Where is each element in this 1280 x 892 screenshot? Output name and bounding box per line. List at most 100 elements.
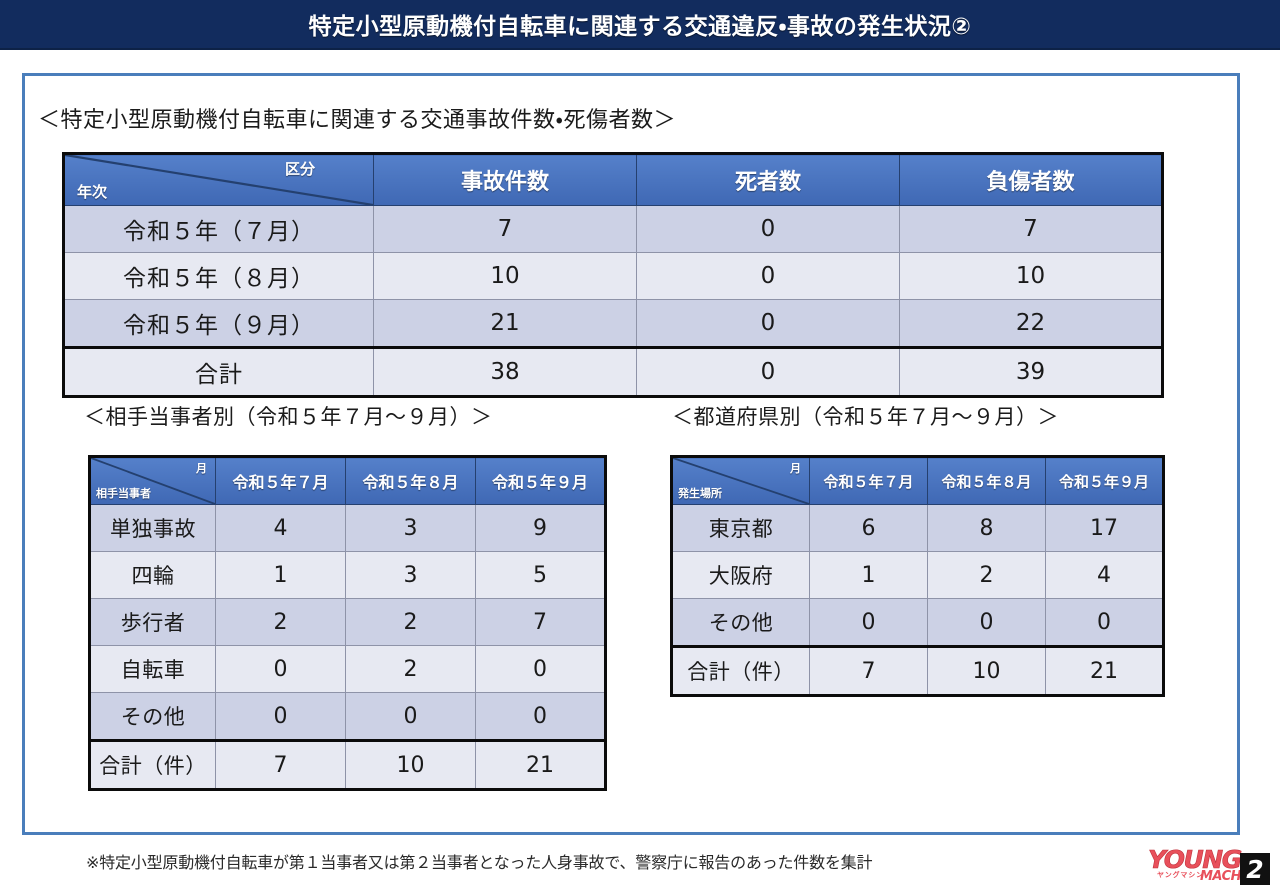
cell-deaths: 0 bbox=[636, 299, 900, 348]
table-row: 単独事故 4 3 9 bbox=[89, 504, 606, 552]
row-label: 歩行者 bbox=[89, 598, 216, 646]
cell-august: 0 bbox=[345, 692, 476, 741]
table-total-row: 合計（件） 7 10 21 bbox=[671, 645, 1164, 696]
cell-september: 9 bbox=[475, 504, 606, 552]
cell-july-total: 7 bbox=[809, 645, 928, 696]
diagonal-divider-icon bbox=[65, 155, 373, 205]
cell-september: 0 bbox=[475, 645, 606, 693]
young-machine-logo: YOUNG ヤングマシン MACHINE 2 bbox=[1148, 846, 1272, 888]
by-party-table: 月 相手当事者 令和５年７月 令和５年８月 令和５年９月 単独事故 4 3 9 … bbox=[88, 455, 607, 791]
column-header-august: 令和５年８月 bbox=[927, 456, 1046, 505]
row-label: 東京都 bbox=[671, 504, 810, 552]
cell-injuries: 7 bbox=[899, 205, 1163, 253]
corner-header-cell: 区分 年次 bbox=[63, 153, 374, 206]
table-row: 自転車 0 2 0 bbox=[89, 645, 606, 693]
corner-row-label: 年次 bbox=[77, 183, 108, 201]
column-header-september: 令和５年９月 bbox=[1045, 456, 1164, 505]
column-header-august: 令和５年８月 bbox=[345, 456, 476, 505]
cell-injuries: 10 bbox=[899, 252, 1163, 300]
cell-deaths-total: 0 bbox=[636, 346, 900, 397]
column-header-accidents: 事故件数 bbox=[373, 153, 637, 206]
table-total-row: 合計 38 0 39 bbox=[63, 346, 1163, 397]
cell-injuries-total: 39 bbox=[899, 346, 1163, 397]
cell-august: 2 bbox=[927, 551, 1046, 599]
cell-july-total: 7 bbox=[215, 739, 346, 790]
cell-july: 6 bbox=[809, 504, 928, 552]
table-row: 東京都 6 8 17 bbox=[671, 504, 1164, 552]
column-header-july: 令和５年７月 bbox=[215, 456, 346, 505]
table-row: 大阪府 1 2 4 bbox=[671, 551, 1164, 599]
cell-september: 4 bbox=[1045, 551, 1164, 599]
cell-august-total: 10 bbox=[345, 739, 476, 790]
row-label-total: 合計 bbox=[63, 346, 374, 397]
cell-september: 5 bbox=[475, 551, 606, 599]
cell-july: 0 bbox=[809, 598, 928, 647]
cell-september-total: 21 bbox=[1045, 645, 1164, 696]
corner-header-cell: 月 発生場所 bbox=[671, 456, 810, 505]
accident-summary-table: 区分 年次 事故件数 死者数 負傷者数 令和５年（７月） 7 0 7 令和５年（… bbox=[62, 152, 1164, 398]
table-row: その他 0 0 0 bbox=[89, 692, 606, 741]
table-row: 令和５年（９月） 21 0 22 bbox=[63, 299, 1163, 348]
page-title-bar: 特定小型原動機付自転車に関連する交通違反・事故の発生状況② bbox=[0, 0, 1280, 50]
cell-august: 0 bbox=[927, 598, 1046, 647]
table-row: 令和５年（８月） 10 0 10 bbox=[63, 252, 1163, 300]
cell-september: 7 bbox=[475, 598, 606, 646]
table-row: その他 0 0 0 bbox=[671, 598, 1164, 647]
table-header-row: 区分 年次 事故件数 死者数 負傷者数 bbox=[63, 153, 1163, 206]
cell-july: 1 bbox=[215, 551, 346, 599]
column-header-july: 令和５年７月 bbox=[809, 456, 928, 505]
cell-accidents: 21 bbox=[373, 299, 637, 348]
cell-august: 3 bbox=[345, 551, 476, 599]
by-prefecture-section-heading: ＜都道府県別（令和５年７月～９月）＞ bbox=[672, 405, 1059, 429]
cell-july: 1 bbox=[809, 551, 928, 599]
row-label: 令和５年（９月） bbox=[63, 299, 374, 348]
cell-august: 3 bbox=[345, 504, 476, 552]
cell-injuries: 22 bbox=[899, 299, 1163, 348]
cell-august: 2 bbox=[345, 645, 476, 693]
row-label-total: 合計（件） bbox=[671, 645, 810, 696]
row-label: その他 bbox=[671, 598, 810, 647]
row-label: 令和５年（７月） bbox=[63, 205, 374, 253]
table-total-row: 合計（件） 7 10 21 bbox=[89, 739, 606, 790]
cell-september: 0 bbox=[475, 692, 606, 741]
cell-accidents: 10 bbox=[373, 252, 637, 300]
cell-september-total: 21 bbox=[475, 739, 606, 790]
page-title: 特定小型原動機付自転車に関連する交通違反・事故の発生状況② bbox=[308, 14, 972, 40]
column-header-injuries: 負傷者数 bbox=[899, 153, 1163, 206]
corner-column-label: 月 bbox=[790, 462, 801, 475]
corner-header-cell: 月 相手当事者 bbox=[89, 456, 216, 505]
cell-deaths: 0 bbox=[636, 252, 900, 300]
row-label: 大阪府 bbox=[671, 551, 810, 599]
column-header-september: 令和５年９月 bbox=[475, 456, 606, 505]
row-label: その他 bbox=[89, 692, 216, 741]
by-prefecture-table: 月 発生場所 令和５年７月 令和５年８月 令和５年９月 東京都 6 8 17 大… bbox=[670, 455, 1165, 697]
row-label: 単独事故 bbox=[89, 504, 216, 552]
cell-august-total: 10 bbox=[927, 645, 1046, 696]
cell-july: 4 bbox=[215, 504, 346, 552]
footnote: ※特定小型原動機付自転車が第１当事者又は第２当事者となった人身事故で、警察庁に報… bbox=[86, 853, 873, 872]
row-label: 四輪 bbox=[89, 551, 216, 599]
cell-july: 0 bbox=[215, 692, 346, 741]
cell-july: 2 bbox=[215, 598, 346, 646]
table-header-row: 月 発生場所 令和５年７月 令和５年８月 令和５年９月 bbox=[671, 456, 1164, 505]
corner-column-label: 区分 bbox=[284, 160, 315, 178]
logo-badge: 2 bbox=[1240, 853, 1270, 885]
table-header-row: 月 相手当事者 令和５年７月 令和５年８月 令和５年９月 bbox=[89, 456, 606, 505]
logo-kana-text: ヤングマシン bbox=[1157, 871, 1204, 879]
row-label: 令和５年（８月） bbox=[63, 252, 374, 300]
cell-august: 2 bbox=[345, 598, 476, 646]
table-row: 歩行者 2 2 7 bbox=[89, 598, 606, 646]
by-party-section-heading: ＜相手当事者別（令和５年７月～９月）＞ bbox=[84, 405, 493, 429]
row-label-total: 合計（件） bbox=[89, 739, 216, 790]
logo-young-text: YOUNG bbox=[1148, 845, 1243, 874]
cell-deaths: 0 bbox=[636, 205, 900, 253]
table-row: 令和５年（７月） 7 0 7 bbox=[63, 205, 1163, 253]
corner-row-label: 発生場所 bbox=[678, 487, 722, 500]
cell-accidents: 7 bbox=[373, 205, 637, 253]
corner-row-label: 相手当事者 bbox=[96, 487, 151, 500]
row-label: 自転車 bbox=[89, 645, 216, 693]
table-row: 四輪 1 3 5 bbox=[89, 551, 606, 599]
corner-column-label: 月 bbox=[196, 462, 207, 475]
cell-august: 8 bbox=[927, 504, 1046, 552]
column-header-deaths: 死者数 bbox=[636, 153, 900, 206]
